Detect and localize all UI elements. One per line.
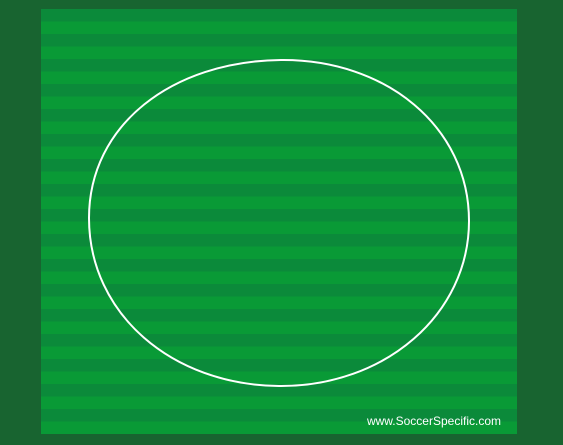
pitch-stripe xyxy=(41,409,517,422)
pitch-stripe xyxy=(41,84,517,97)
pitch-stripe xyxy=(41,209,517,222)
pitch-stripe xyxy=(41,421,517,434)
pitch-stripe xyxy=(41,234,517,247)
pitch-stripe xyxy=(41,396,517,410)
pitch-stripe xyxy=(41,359,517,372)
pitch-stripe xyxy=(41,309,517,322)
pitch-stripe xyxy=(41,46,517,60)
pitch-stripe xyxy=(41,296,517,310)
pitch-stripe xyxy=(41,284,517,297)
pitch-stripe xyxy=(41,109,517,122)
pitch-stripe xyxy=(41,246,517,260)
pitch-stripes xyxy=(41,9,517,434)
pitch-stripe xyxy=(41,146,517,160)
pitch-stripe xyxy=(41,371,517,385)
pitch-stripe xyxy=(41,334,517,347)
pitch-stripe xyxy=(41,134,517,147)
pitch-stripe xyxy=(41,346,517,360)
pitch-stripe xyxy=(41,184,517,197)
pitch-stripe xyxy=(41,9,517,22)
pitch-stripe xyxy=(41,96,517,110)
center-circle xyxy=(87,58,471,388)
pitch-stripe xyxy=(41,159,517,172)
pitch-stripe xyxy=(41,21,517,35)
pitch-stripe xyxy=(41,196,517,210)
pitch-drawing xyxy=(41,9,517,434)
pitch-stripe xyxy=(41,384,517,397)
pitch-stripe xyxy=(41,59,517,72)
pitch-stripe xyxy=(41,171,517,185)
pitch-stripe xyxy=(41,221,517,235)
pitch-stripe xyxy=(41,321,517,335)
pitch-stripe xyxy=(41,71,517,85)
pitch-stripe xyxy=(41,121,517,135)
pitch-stripe xyxy=(41,271,517,285)
pitch: www.SoccerSpecific.com xyxy=(41,9,517,434)
credit-text: www.SoccerSpecific.com xyxy=(366,414,501,428)
pitch-stripe xyxy=(41,34,517,47)
pitch-stripe xyxy=(41,259,517,272)
